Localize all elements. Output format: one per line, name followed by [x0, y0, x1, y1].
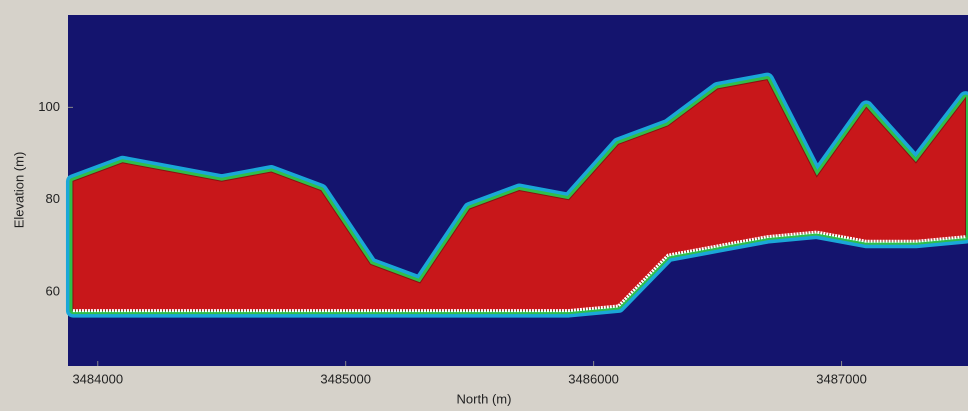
x-tick-label: 3487000: [816, 371, 867, 386]
ground-line: [72, 230, 966, 313]
y-tick-label: 100: [38, 99, 60, 114]
x-tick-label: 3485000: [320, 371, 371, 386]
y-tick-label: 60: [46, 284, 60, 299]
x-tick-label: 3486000: [568, 371, 619, 386]
y-axis-title: Elevation (m): [11, 152, 26, 229]
x-tick-label: 3484000: [72, 371, 123, 386]
y-tick-label: 80: [46, 191, 60, 206]
x-axis-title: North (m): [457, 391, 512, 406]
